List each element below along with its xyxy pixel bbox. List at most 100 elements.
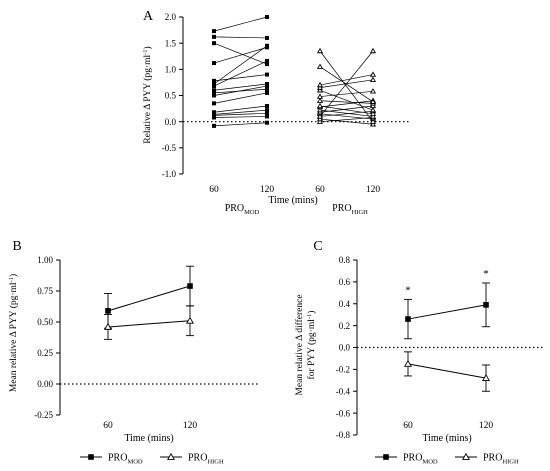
- panel-a-point: [212, 41, 216, 46]
- panel-a-xlabel: Time (mins): [268, 195, 317, 206]
- panel-a-pair-line: [213, 122, 268, 127]
- panel-c-point: [405, 316, 411, 322]
- panel-a-pair-line: [319, 109, 374, 117]
- panel-c-x-tick-label: 60: [403, 421, 413, 431]
- panel-a-point: [369, 113, 377, 119]
- panel-a-group-sub: HIGH: [352, 209, 369, 216]
- panel-c-ylabel-line2-main: for PYY (pg·ml: [306, 319, 317, 380]
- panel-a-point: [369, 88, 377, 94]
- legend-c-high-label-name: PRO: [483, 453, 502, 464]
- panel-a-point: [369, 71, 377, 77]
- panel-b-y-tick-label: -0.25: [34, 410, 53, 420]
- panel-a-pair-line: [319, 118, 374, 125]
- panel-a-point: [212, 78, 216, 83]
- panel-a-ylabel-main: Relative Δ PYY (pg·ml: [142, 55, 153, 144]
- panel-a-point: [212, 93, 216, 98]
- panel-a-point: [212, 123, 216, 128]
- legend-c-high-label: PROHIGH: [483, 453, 519, 466]
- panel-a-pair-line: [319, 105, 374, 115]
- panel-b-ylabel-main: Mean relative Δ PYY (pg·ml: [8, 282, 19, 392]
- panel-c-point: [404, 359, 412, 367]
- legend-b-high-label-sub: HIGH: [207, 459, 224, 466]
- panel-a-pair-line: [213, 112, 268, 116]
- legend-b-high-label: PROHIGH: [188, 453, 224, 466]
- panel-a-y-tick-label: 1.5: [165, 38, 177, 48]
- panel-a-point: [265, 111, 269, 116]
- panel-c-series-line: [407, 363, 487, 379]
- legend-b-mod-marker: [88, 454, 94, 460]
- panel-a-point: [316, 106, 324, 113]
- panel-a-pair-line: [319, 74, 374, 86]
- panel-a-ylabel-sup: -1: [142, 49, 149, 54]
- panel-b-series-line: [107, 285, 191, 312]
- panel-a-x-tick-label: 120: [260, 185, 275, 195]
- panel-a-point: [265, 15, 269, 19]
- panel-a-point: [369, 110, 377, 116]
- legend-c-high-label-sub: HIGH: [502, 459, 519, 466]
- panel-a-pair-line: [213, 83, 268, 91]
- panel-a-pair-line: [213, 116, 268, 118]
- panel-c-y-tick-label: -0.2: [336, 365, 350, 375]
- panel-a-point: [369, 47, 377, 54]
- panel-c-y-tick-label: 0.8: [339, 255, 351, 265]
- panel-a-pair-line: [213, 42, 268, 65]
- panel-a-point: [265, 84, 269, 89]
- panel-a-point: [316, 118, 324, 124]
- panel-b-y-tick-label: 0.50: [37, 317, 53, 327]
- panel-a-pair-line: [319, 90, 374, 97]
- panel-a-label: A: [143, 9, 154, 24]
- panel-a-point: [212, 115, 216, 120]
- panel-a-pair-line: [213, 16, 268, 32]
- panel-a-point: [369, 76, 377, 82]
- panel-c-significance-mark: *: [405, 284, 411, 296]
- panel-b-ylabel-close: ): [8, 274, 19, 277]
- panel-a-pair-line: [319, 110, 374, 117]
- panel-a-point: [265, 114, 269, 119]
- panel-a-point: [316, 63, 324, 69]
- panel-a-point: [265, 108, 269, 113]
- panel-b-y-tick-label: 0.25: [37, 348, 53, 358]
- legend-b-high-marker: [167, 452, 175, 460]
- panel-a-ylabel-close: ): [142, 46, 153, 49]
- panel-c-ylabel-line2-sup: -1: [306, 314, 313, 319]
- panel-a-pair-line: [319, 100, 374, 104]
- panel-a-y-tick-label: 1.0: [165, 65, 177, 75]
- panel-c-ylabel-line1: Mean relative Δ difference: [294, 294, 305, 395]
- panel-c-point: [483, 302, 489, 308]
- panel-b-series-line: [107, 320, 191, 328]
- panel-a-point: [316, 47, 324, 54]
- panel-c-significance-mark: *: [483, 268, 489, 280]
- panel-a-x-tick-label: 120: [366, 185, 381, 195]
- panel-a-point: [212, 112, 216, 117]
- panel-b-x-tick-label: 60: [103, 421, 113, 431]
- panel-a-point: [369, 98, 377, 104]
- panel-a-point: [369, 118, 377, 124]
- panel-b-y-tick-label: 0.75: [37, 286, 53, 296]
- panel-a-point: [212, 34, 216, 39]
- panel-a-x-tick-label: 60: [315, 185, 325, 195]
- panel-b-ylabel-sup: -1: [8, 277, 15, 282]
- panel-a-point: [212, 84, 216, 89]
- panel-a-point: [212, 101, 216, 106]
- panel-b-point: [186, 316, 194, 324]
- panel-a-y-tick-label: -0.5: [162, 143, 177, 153]
- panel-a-point: [265, 90, 269, 95]
- panel-a-group-name: PRO: [225, 203, 244, 214]
- panel-b-label: B: [12, 239, 21, 254]
- legend-b-mod-label: PROMOD: [108, 453, 143, 466]
- panel-b-y-tick-label: 1.00: [37, 255, 53, 265]
- panel-a-pair-line: [213, 74, 268, 82]
- panel-a-y-tick-label: 2.0: [165, 12, 177, 22]
- panel-a-point: [212, 29, 216, 34]
- panel-a-pair-line: [213, 45, 268, 85]
- panel-a-point: [212, 81, 216, 86]
- panel-a-point: [212, 90, 216, 95]
- panel-c-point: [482, 373, 490, 381]
- panel-a-pair-line: [213, 47, 268, 64]
- panel-a-point: [369, 106, 377, 113]
- panel-a-point: [265, 45, 269, 50]
- panel-a-point: [265, 58, 269, 63]
- panel-a-point: [316, 115, 324, 122]
- panel-a-group-sub: MOD: [244, 209, 259, 216]
- panel-c-y-tick-label: -0.4: [336, 386, 351, 396]
